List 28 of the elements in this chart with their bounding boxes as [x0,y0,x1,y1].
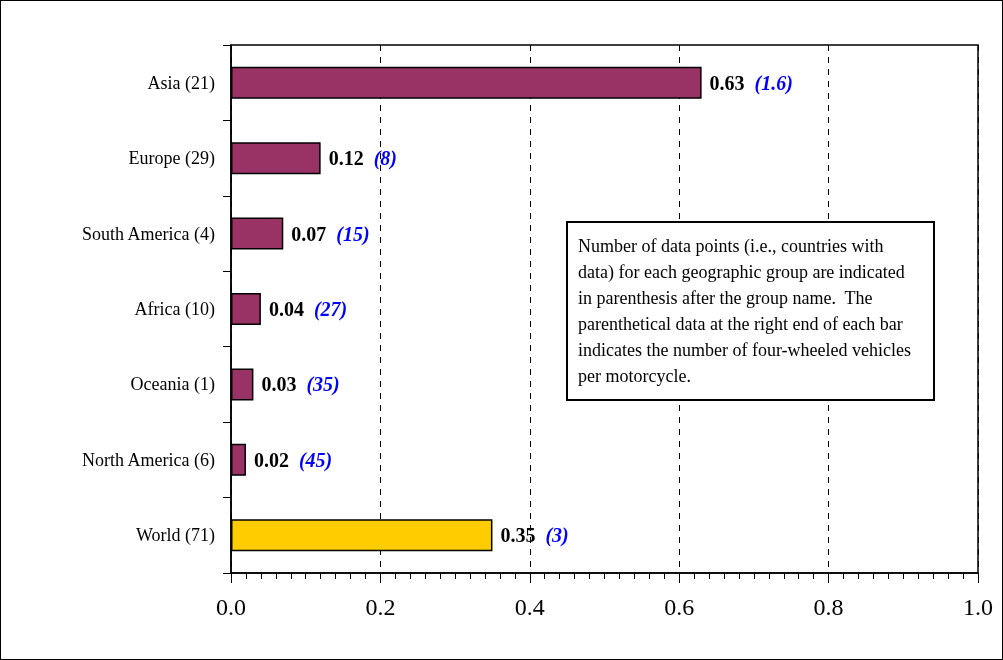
y-tick-label: Asia (21) [147,72,215,94]
annotation: (8) [373,147,397,171]
data-label: 0.07 [291,222,327,245]
y-tick-label: Oceania (1) [130,374,215,396]
annotation: (3) [545,524,569,548]
annotation: Number of data points (i.e., countries with data) for each geographic group are indicated in parenthesis after the group name. The parenthetical data at the right end of each bar indicates the number of four-wheeled vehicles per motorcycle. [578,236,916,386]
annotation: (1.6) [754,71,793,95]
data-label: 0.04 [268,298,304,320]
x-tick-label: 1.0 [963,594,993,620]
y-tick-label: South America (4) [82,223,215,245]
x-tick-label: 0.6 [664,594,695,620]
x-tick-label: 0.0 [216,594,246,620]
data-label: 0.03 [261,373,297,396]
data-label: 0.12 [328,147,364,170]
annotation: (15) [336,222,370,246]
x-tick-label: 0.8 [813,594,844,620]
x-tick-label: 0.4 [514,594,545,620]
annotation: (35) [306,373,340,397]
y-tick-label: North America (6) [82,449,215,471]
data-label: 0.35 [500,524,536,547]
y-tick-label: Africa (10) [134,299,215,320]
data-label: 0.02 [253,448,289,471]
annotation: (45) [298,448,333,472]
data-label: 0.63 [709,71,745,94]
y-tick-label: World (71) [135,525,216,547]
x-tick-label: 0.2 [365,594,396,620]
annotation: (27) [313,298,348,321]
y-tick-label: Europe (29) [128,148,215,170]
